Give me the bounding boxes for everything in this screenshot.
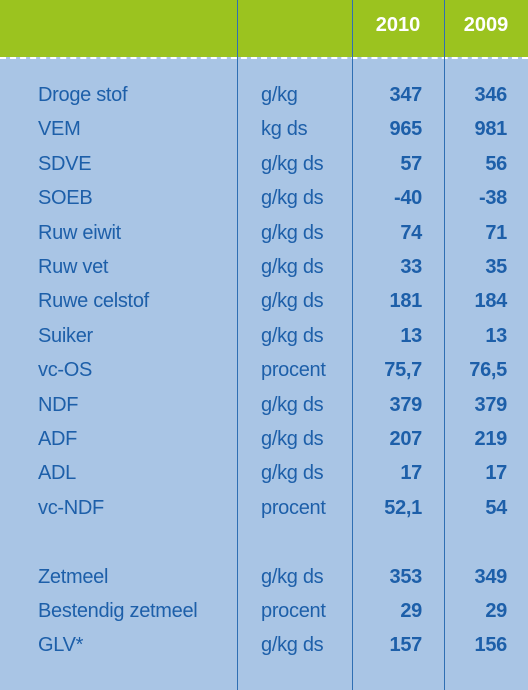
- value-2010: 181: [389, 290, 423, 313]
- value-2009: 71: [485, 221, 507, 244]
- value-2009: 219: [474, 428, 508, 450]
- row-label: Ruwe celstof: [38, 290, 149, 313]
- unit: procent: [261, 496, 326, 519]
- header-divider: [0, 57, 528, 59]
- value-2010: 353: [389, 565, 423, 588]
- value-2009: -38: [478, 187, 507, 210]
- row-label: SDVE: [38, 152, 92, 175]
- row-label: vc-OS: [38, 359, 93, 382]
- value-2010: 52,1: [384, 496, 422, 519]
- value-2010: 33: [400, 256, 422, 278]
- row-label: Droge stof: [38, 84, 128, 106]
- row-label: Bestendig zetmeel: [38, 600, 198, 622]
- value-2010: 74: [400, 221, 422, 244]
- unit: g/kg ds: [261, 290, 324, 313]
- row-label: Suiker: [38, 324, 93, 347]
- unit: g/kg ds: [261, 462, 324, 485]
- unit: g/kg ds: [261, 256, 324, 278]
- value-2009: 54: [485, 496, 507, 519]
- value-2009: 13: [485, 324, 507, 347]
- value-2010: 13: [400, 324, 422, 347]
- unit: g/kg ds: [261, 187, 324, 210]
- value-2009: 349: [474, 565, 508, 588]
- unit: procent: [261, 359, 326, 382]
- unit: g/kg ds: [261, 324, 324, 347]
- unit: g/kg ds: [261, 221, 324, 244]
- row-label: Ruw vet: [38, 256, 109, 278]
- column-divider: [352, 0, 353, 690]
- unit: kg ds: [261, 118, 308, 141]
- row-label: SOEB: [38, 187, 93, 210]
- value-2010: 965: [389, 118, 423, 141]
- value-2010: -40: [393, 187, 422, 210]
- row-label: NDF: [38, 393, 79, 416]
- column-divider: [237, 0, 238, 690]
- value-2010: 157: [389, 634, 423, 657]
- value-2009: 29: [485, 600, 507, 622]
- value-2009: 346: [474, 84, 508, 106]
- value-2009: 76,5: [469, 359, 507, 382]
- header-band: [0, 0, 528, 57]
- unit: g/kg ds: [261, 152, 324, 175]
- value-2010: 347: [389, 84, 423, 106]
- value-2010: 29: [400, 600, 422, 622]
- value-2010: 379: [389, 393, 423, 416]
- unit: g/kg ds: [261, 428, 324, 450]
- unit: g/kg ds: [261, 634, 324, 657]
- row-label: ADF: [38, 428, 78, 450]
- value-2010: 17: [400, 462, 422, 485]
- column-divider: [444, 0, 445, 690]
- value-2009: 184: [474, 290, 508, 313]
- value-2010: 75,7: [384, 359, 422, 382]
- value-2010: 57: [400, 152, 422, 175]
- value-2009: 35: [485, 256, 507, 278]
- row-label: Zetmeel: [38, 565, 109, 588]
- column-header: 2009: [463, 14, 509, 36]
- row-label: Ruw eiwit: [38, 221, 121, 244]
- column-header: 2010: [375, 14, 421, 36]
- value-2010: 207: [389, 428, 423, 450]
- unit: g/kg ds: [261, 565, 324, 588]
- row-label: ADL: [38, 462, 77, 485]
- value-2009: 56: [485, 152, 507, 175]
- unit: procent: [261, 600, 326, 622]
- row-label: vc-NDF: [38, 496, 104, 519]
- unit: g/kg ds: [261, 393, 324, 416]
- value-2009: 379: [474, 393, 508, 416]
- unit: g/kg: [261, 84, 298, 106]
- value-2009: 981: [474, 118, 508, 141]
- value-2009: 156: [474, 634, 508, 657]
- value-2009: 17: [485, 462, 507, 485]
- row-label: VEM: [38, 118, 81, 141]
- row-label: GLV*: [38, 634, 84, 657]
